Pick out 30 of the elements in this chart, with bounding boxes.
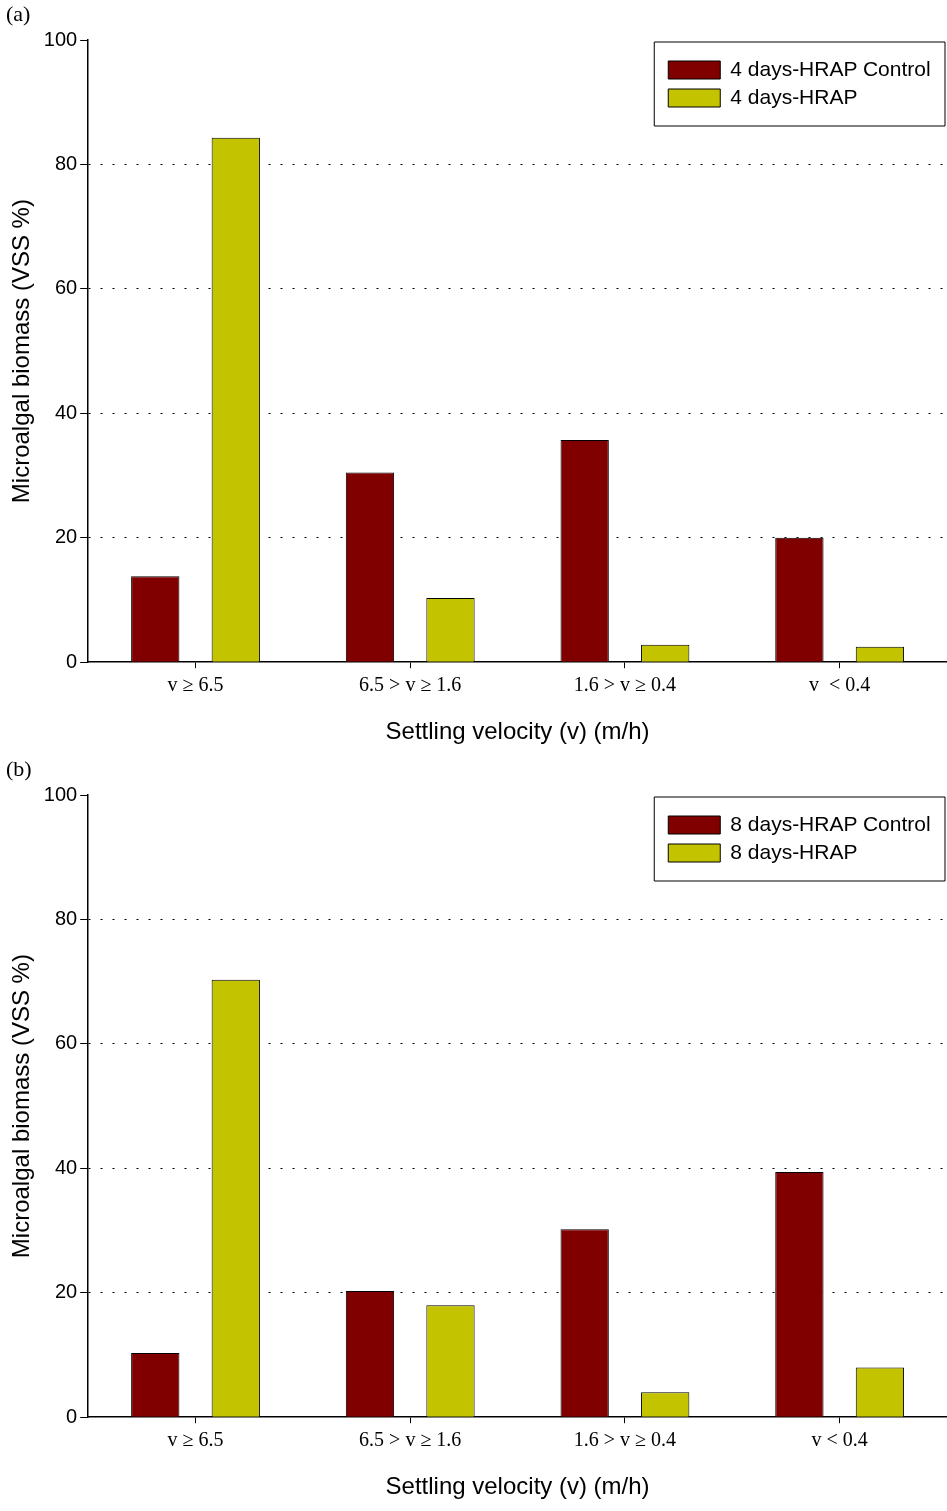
y-tick-label: 60 xyxy=(54,1031,78,1054)
x-tick-label: v ≥ 6.5 xyxy=(167,1428,224,1451)
y-tick-label: 80 xyxy=(54,906,78,929)
y-tick-label: 40 xyxy=(54,400,78,423)
y-tick-label: 60 xyxy=(54,276,78,299)
x-tick-label: v < 0.4 xyxy=(811,1428,868,1451)
y-tick-label: 20 xyxy=(54,525,78,548)
x-tick-label: v ≥ 6.5 xyxy=(167,673,224,696)
x-tick-label: 6.5 > v ≥ 1.6 xyxy=(359,673,462,696)
text: (a) xyxy=(6,0,31,26)
legend-label: 4 days-HRAP xyxy=(730,84,858,108)
y-tick-label: 0 xyxy=(66,1404,78,1427)
y-tick-label: 20 xyxy=(54,1280,78,1303)
y-tick-label: 80 xyxy=(54,151,78,174)
y-tick-label: 40 xyxy=(54,1155,78,1178)
text: (b) xyxy=(6,755,32,781)
x-axis-title: Settling velocity (v) (m/h) xyxy=(385,717,650,745)
x-tick-label: 1.6 > v ≥ 0.4 xyxy=(573,673,677,696)
y-tick-label: 100 xyxy=(43,27,78,50)
legend-label: 4 days-HRAP Control xyxy=(730,56,931,80)
x-axis-title: Settling velocity (v) (m/h) xyxy=(385,1472,650,1500)
x-tick-label: v < 0.4 xyxy=(809,673,871,696)
y-axis-title: Microalgal biomass (VSS %) xyxy=(7,954,35,1259)
y-tick-label: 0 xyxy=(66,649,78,672)
legend-label: 8 days-HRAP Control xyxy=(730,811,931,835)
x-tick-label: 1.6 > v ≥ 0.4 xyxy=(573,1428,677,1451)
legend-label: 8 days-HRAP xyxy=(730,839,858,863)
x-tick-label: 6.5 > v ≥ 1.6 xyxy=(359,1428,462,1451)
y-axis-title: Microalgal biomass (VSS %) xyxy=(7,199,35,504)
y-tick-label: 100 xyxy=(43,782,78,805)
